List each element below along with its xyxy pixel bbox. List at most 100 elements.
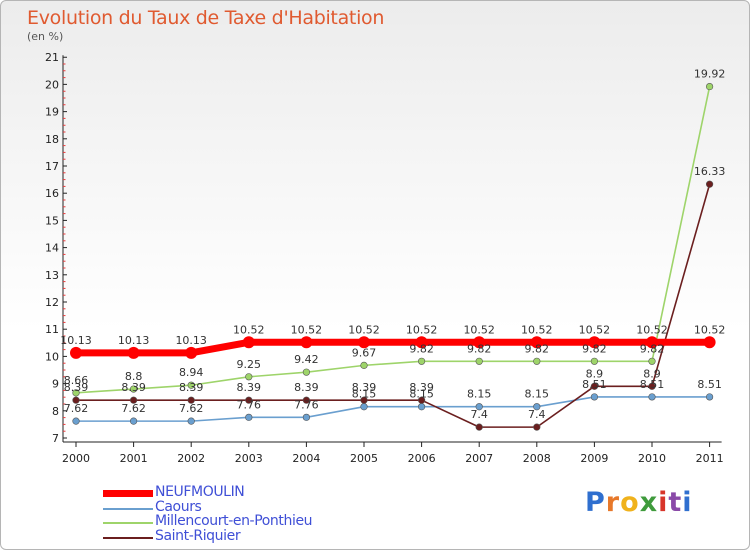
data-label: 7.62 [121, 402, 146, 415]
data-point [648, 382, 656, 390]
data-label: 8.51 [640, 378, 665, 391]
x-tick-label: 2010 [638, 452, 666, 465]
data-label: 9.82 [582, 342, 607, 355]
y-tick-label: 13 [45, 269, 59, 282]
data-point [245, 373, 253, 381]
legend-swatch [103, 507, 153, 510]
data-label: 10.52 [694, 323, 726, 336]
data-point [242, 336, 255, 349]
y-tick-label: 19 [45, 106, 59, 119]
data-label: 8.51 [697, 378, 722, 391]
data-label: 10.13 [175, 334, 207, 347]
legend-label: Saint-Riquier [155, 527, 241, 544]
data-label: 10.13 [60, 334, 92, 347]
data-label: 8.15 [525, 388, 550, 401]
data-point [130, 385, 138, 393]
data-point [300, 336, 313, 349]
legend-label: NEUFMOULIN [155, 484, 245, 500]
data-point [418, 403, 426, 411]
data-point [530, 336, 543, 349]
data-point [646, 336, 658, 349]
data-label: 8.39 [352, 381, 377, 394]
data-point [130, 396, 138, 404]
x-tick-label: 2011 [696, 452, 724, 465]
data-label: 8.15 [409, 388, 434, 401]
series-line-neufmoulin [72, 338, 714, 357]
data-label: 8.39 [409, 381, 434, 394]
y-tick-label: 18 [45, 133, 59, 146]
x-tick-label: 2006 [408, 452, 436, 465]
data-label: 8.39 [121, 381, 146, 394]
data-point [72, 417, 80, 425]
y-tick-label: 8 [52, 405, 59, 418]
series-line-caours [75, 396, 711, 422]
data-label: 9.42 [294, 353, 319, 366]
data-point [588, 336, 601, 349]
data-label: 10.52 [406, 323, 438, 336]
logo-letter: P [585, 487, 606, 518]
data-point [475, 423, 483, 431]
y-tick-label: 10 [45, 350, 59, 363]
legend-swatch [103, 536, 153, 539]
data-label: 9.82 [640, 342, 665, 355]
logo-letter: x [639, 487, 659, 518]
data-label: 8.94 [179, 366, 204, 379]
data-label: 10.52 [233, 323, 265, 336]
unit-label: (en %) [27, 30, 64, 43]
series-line-millencourt-en-ponthieu [75, 85, 711, 394]
data-point [302, 396, 311, 404]
data-point [185, 346, 198, 359]
data-label: 10.52 [579, 323, 611, 336]
data-point [302, 413, 311, 421]
data-label: 7.76 [294, 398, 319, 411]
data-point [533, 403, 541, 411]
data-label: 7.62 [179, 402, 204, 415]
y-tick-label: 17 [45, 160, 59, 173]
data-label: 8.9 [643, 367, 661, 380]
legend-label: Millencourt-en-Ponthieu [155, 513, 313, 529]
data-label: 9.82 [467, 342, 492, 355]
data-point [648, 357, 656, 365]
x-tick-label: 2005 [350, 452, 378, 465]
data-label: 9.67 [352, 346, 377, 359]
x-tick-label: 2009 [580, 452, 608, 465]
data-label: 10.52 [348, 323, 380, 336]
y-tick-label: 15 [45, 214, 59, 227]
data-point [127, 346, 140, 359]
data-label: 10.52 [291, 323, 323, 336]
y-tick-label: 9 [52, 378, 59, 391]
data-label: 8.39 [179, 381, 204, 394]
x-tick-label: 2004 [292, 452, 320, 465]
y-tick-label: 7 [52, 432, 59, 445]
x-tick-label: 2001 [120, 452, 148, 465]
x-tick-label: 2000 [62, 452, 90, 465]
data-point [418, 396, 426, 404]
data-point [473, 336, 486, 349]
data-label: 7.4 [470, 408, 488, 421]
data-label: 8.66 [64, 374, 89, 387]
data-point [360, 396, 368, 404]
data-point [533, 423, 541, 431]
proxiti-logo: Proxiti [585, 487, 693, 518]
data-label: 9.25 [237, 358, 262, 371]
chart-title: Evolution du Taux de Taxe d'Habitation [27, 7, 385, 29]
data-label: 8.39 [64, 381, 89, 394]
data-point [360, 403, 368, 411]
data-label: 9.82 [525, 342, 550, 355]
data-point [475, 403, 483, 411]
data-point [418, 357, 426, 365]
data-point [72, 389, 80, 397]
data-label: 8.8 [125, 370, 143, 383]
x-tick-label: 2002 [177, 452, 205, 465]
data-point [590, 382, 599, 390]
data-label: 16.33 [694, 165, 726, 178]
logo-letter: r [605, 487, 621, 518]
data-label: 10.52 [636, 323, 668, 336]
logo-letter: o [620, 487, 640, 518]
data-label: 7.62 [64, 402, 89, 415]
data-point [705, 393, 714, 401]
data-point [360, 361, 368, 369]
x-tick-label: 2003 [235, 452, 263, 465]
data-point [187, 396, 195, 404]
